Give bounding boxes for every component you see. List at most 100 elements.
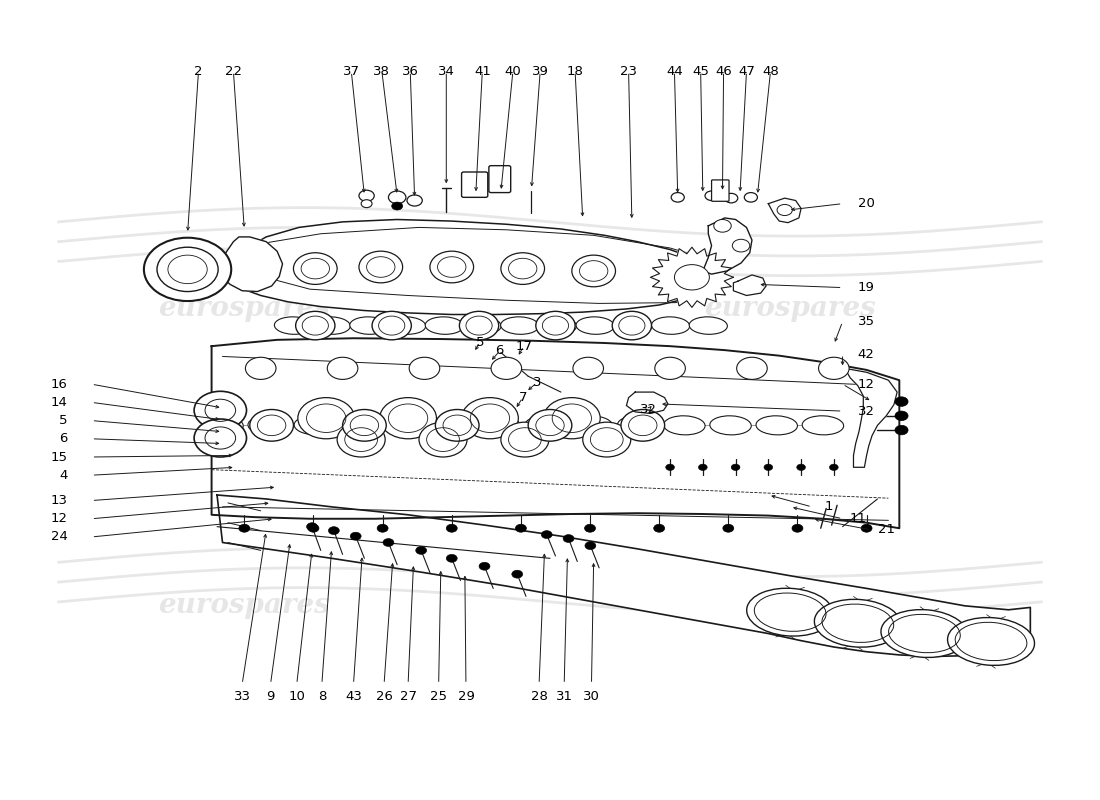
- Ellipse shape: [478, 416, 520, 435]
- Circle shape: [613, 311, 651, 340]
- Circle shape: [342, 410, 386, 441]
- Text: 39: 39: [531, 65, 549, 78]
- Circle shape: [194, 419, 246, 457]
- Text: 26: 26: [375, 690, 393, 703]
- Circle shape: [536, 311, 575, 340]
- Text: 41: 41: [474, 65, 491, 78]
- Ellipse shape: [538, 317, 576, 334]
- Ellipse shape: [881, 610, 968, 658]
- Text: eurospares: eurospares: [158, 592, 330, 619]
- Text: 9: 9: [266, 690, 275, 703]
- Text: eurospares: eurospares: [704, 592, 876, 619]
- Text: 14: 14: [51, 396, 67, 409]
- Circle shape: [491, 358, 521, 379]
- Text: 30: 30: [583, 690, 600, 703]
- Ellipse shape: [651, 317, 690, 334]
- Circle shape: [194, 391, 246, 430]
- Ellipse shape: [248, 416, 289, 435]
- Ellipse shape: [525, 416, 566, 435]
- Circle shape: [379, 398, 437, 438]
- Circle shape: [416, 546, 427, 554]
- Circle shape: [528, 410, 572, 441]
- Text: 40: 40: [505, 65, 521, 78]
- Circle shape: [294, 253, 337, 285]
- Circle shape: [383, 538, 394, 546]
- Ellipse shape: [814, 599, 901, 647]
- Circle shape: [674, 265, 710, 290]
- Circle shape: [516, 524, 526, 532]
- Circle shape: [407, 195, 422, 206]
- Polygon shape: [734, 275, 766, 295]
- Circle shape: [723, 524, 734, 532]
- Circle shape: [732, 464, 740, 470]
- Text: 34: 34: [438, 65, 454, 78]
- Circle shape: [447, 554, 458, 562]
- Ellipse shape: [614, 317, 652, 334]
- Ellipse shape: [350, 317, 388, 334]
- Circle shape: [436, 410, 478, 441]
- Circle shape: [512, 570, 522, 578]
- Circle shape: [714, 219, 732, 232]
- Circle shape: [543, 398, 601, 438]
- Circle shape: [430, 251, 474, 283]
- Circle shape: [307, 522, 318, 530]
- Circle shape: [500, 422, 549, 457]
- Text: 25: 25: [430, 690, 447, 703]
- Circle shape: [829, 464, 838, 470]
- Ellipse shape: [690, 317, 727, 334]
- Ellipse shape: [571, 416, 613, 435]
- Circle shape: [764, 464, 772, 470]
- Circle shape: [296, 311, 334, 340]
- Text: 13: 13: [51, 494, 67, 507]
- Text: 3: 3: [532, 376, 541, 389]
- Circle shape: [666, 464, 674, 470]
- Circle shape: [745, 193, 758, 202]
- Text: 11: 11: [849, 512, 867, 526]
- Circle shape: [361, 200, 372, 208]
- Text: 12: 12: [51, 512, 67, 526]
- Text: eurospares: eurospares: [704, 295, 876, 322]
- Polygon shape: [703, 218, 752, 274]
- Circle shape: [861, 524, 872, 532]
- Text: 4: 4: [59, 469, 67, 482]
- Text: 29: 29: [458, 690, 474, 703]
- Text: 32: 32: [640, 403, 657, 416]
- Circle shape: [392, 202, 403, 210]
- Circle shape: [895, 397, 909, 406]
- Text: 46: 46: [715, 65, 732, 78]
- Circle shape: [350, 532, 361, 540]
- Circle shape: [500, 253, 544, 285]
- Text: 38: 38: [373, 65, 390, 78]
- Ellipse shape: [500, 317, 539, 334]
- Circle shape: [583, 422, 630, 457]
- Circle shape: [725, 194, 738, 203]
- Circle shape: [478, 562, 490, 570]
- Ellipse shape: [201, 416, 243, 435]
- Circle shape: [329, 526, 339, 534]
- Circle shape: [308, 524, 319, 532]
- Ellipse shape: [387, 317, 426, 334]
- Text: 6: 6: [59, 432, 67, 446]
- Circle shape: [372, 311, 411, 340]
- Text: 33: 33: [233, 690, 251, 703]
- Text: 18: 18: [566, 65, 583, 78]
- Circle shape: [572, 255, 616, 286]
- Circle shape: [733, 239, 750, 252]
- Circle shape: [653, 524, 664, 532]
- Text: 12: 12: [858, 378, 874, 390]
- Ellipse shape: [802, 416, 844, 435]
- Text: 42: 42: [858, 347, 874, 361]
- Text: 8: 8: [318, 690, 326, 703]
- Ellipse shape: [747, 588, 834, 636]
- Text: 27: 27: [399, 690, 417, 703]
- Ellipse shape: [663, 416, 705, 435]
- Circle shape: [584, 524, 595, 532]
- Text: 19: 19: [858, 281, 874, 294]
- Circle shape: [298, 398, 354, 438]
- Text: 16: 16: [51, 378, 67, 390]
- Text: 37: 37: [343, 65, 360, 78]
- Circle shape: [654, 358, 685, 379]
- Ellipse shape: [312, 317, 350, 334]
- Circle shape: [796, 464, 805, 470]
- Text: 23: 23: [620, 65, 637, 78]
